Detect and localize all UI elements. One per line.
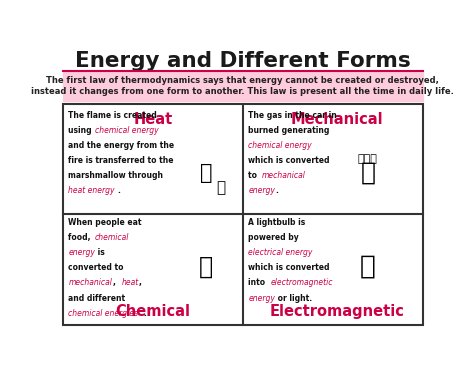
Text: using: using <box>68 126 95 135</box>
Text: electrical energy: electrical energy <box>248 248 313 258</box>
Text: The flame is created: The flame is created <box>68 111 157 120</box>
Text: When people eat: When people eat <box>68 219 142 227</box>
Text: converted to: converted to <box>68 263 124 272</box>
Text: chemical energy: chemical energy <box>95 126 158 135</box>
Text: 🌿: 🌿 <box>216 180 226 195</box>
Text: .: . <box>275 186 278 195</box>
Text: which is converted: which is converted <box>248 263 330 272</box>
Text: into: into <box>248 279 268 287</box>
Text: ,: , <box>112 279 118 287</box>
Text: ,: , <box>139 279 142 287</box>
Text: heat energy: heat energy <box>68 186 115 195</box>
Text: food,: food, <box>68 233 93 243</box>
Text: to: to <box>248 171 260 180</box>
Text: marshmallow through: marshmallow through <box>68 171 164 180</box>
Text: 💡: 💡 <box>360 254 376 280</box>
Text: chemical: chemical <box>95 233 129 243</box>
Text: Energy and Different Forms: Energy and Different Forms <box>75 51 411 71</box>
Text: which is converted: which is converted <box>248 156 330 165</box>
Text: Chemical: Chemical <box>116 304 191 319</box>
Text: heat: heat <box>121 279 138 287</box>
Text: chemical energies: chemical energies <box>68 308 138 318</box>
Text: energy: energy <box>68 248 95 258</box>
Text: The first law of thermodynamics says that energy cannot be created or destroyed,: The first law of thermodynamics says tha… <box>31 77 455 96</box>
Text: or light.: or light. <box>275 294 312 302</box>
Text: 💧💧💧: 💧💧💧 <box>358 154 378 164</box>
Text: and different: and different <box>68 294 126 302</box>
Text: .: . <box>143 308 146 318</box>
Text: 🍜: 🍜 <box>199 255 213 279</box>
Text: Mechanical: Mechanical <box>290 112 383 127</box>
Text: chemical energy: chemical energy <box>248 141 312 150</box>
Text: is: is <box>95 248 105 258</box>
Text: fire is transferred to the: fire is transferred to the <box>68 156 174 165</box>
Text: Electromagnetic: Electromagnetic <box>269 304 404 319</box>
Text: Heat: Heat <box>133 112 173 127</box>
Bar <box>63 104 423 325</box>
Text: mechanical: mechanical <box>68 279 112 287</box>
Text: The gas in the car in: The gas in the car in <box>248 111 337 120</box>
Text: electromagnetic: electromagnetic <box>271 279 333 287</box>
Bar <box>63 72 423 101</box>
Text: .: . <box>117 186 120 195</box>
Text: energy: energy <box>248 186 275 195</box>
Text: burned generating: burned generating <box>248 126 330 135</box>
Text: and the energy from the: and the energy from the <box>68 141 174 150</box>
Text: A lightbulb is: A lightbulb is <box>248 219 306 227</box>
Text: 🔥: 🔥 <box>200 163 212 183</box>
Text: 🚙: 🚙 <box>360 161 375 185</box>
Text: mechanical: mechanical <box>262 171 306 180</box>
Text: energy: energy <box>248 294 275 302</box>
Text: powered by: powered by <box>248 233 299 243</box>
